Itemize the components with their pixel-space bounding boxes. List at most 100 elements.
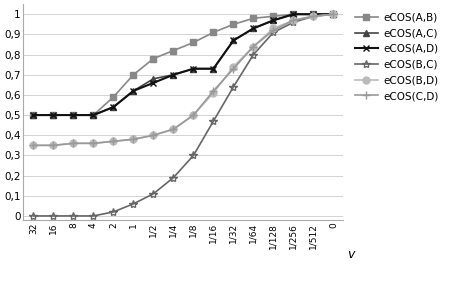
eCOS(C,D): [210, 89, 216, 92]
eCOS(A,D): [290, 13, 296, 16]
eCOS(B,C): [50, 214, 56, 218]
eCOS(A,D): [230, 39, 236, 42]
eCOS(B,C): [310, 15, 316, 18]
eCOS(C,D): [70, 142, 76, 145]
eCOS(B,D): [310, 15, 316, 18]
eCOS(A,C): [130, 89, 136, 92]
eCOS(A,B): [50, 113, 56, 117]
eCOS(B,D): [90, 142, 96, 145]
eCOS(C,D): [90, 142, 96, 145]
eCOS(A,B): [30, 113, 36, 117]
eCOS(A,C): [290, 13, 296, 16]
eCOS(A,B): [270, 15, 276, 18]
eCOS(B,C): [90, 214, 96, 218]
Line: eCOS(B,C): eCOS(B,C): [29, 10, 337, 220]
eCOS(C,D): [150, 134, 156, 137]
eCOS(A,C): [270, 19, 276, 22]
eCOS(B,C): [70, 214, 76, 218]
eCOS(A,D): [210, 67, 216, 70]
eCOS(B,D): [290, 19, 296, 22]
eCOS(A,C): [250, 27, 256, 30]
eCOS(A,B): [290, 13, 296, 16]
eCOS(C,D): [30, 144, 36, 147]
eCOS(C,D): [270, 29, 276, 32]
eCOS(A,D): [70, 113, 76, 117]
eCOS(A,B): [90, 113, 96, 117]
eCOS(C,D): [250, 45, 256, 48]
eCOS(A,B): [130, 73, 136, 76]
eCOS(A,D): [130, 89, 136, 92]
Line: eCOS(A,D): eCOS(A,D): [30, 11, 336, 118]
eCOS(A,B): [250, 17, 256, 20]
eCOS(B,C): [110, 210, 116, 213]
eCOS(A,C): [330, 13, 336, 16]
Line: eCOS(B,D): eCOS(B,D): [30, 11, 336, 149]
eCOS(C,D): [190, 113, 196, 117]
eCOS(A,C): [90, 113, 96, 117]
eCOS(A,B): [330, 13, 336, 16]
eCOS(B,D): [50, 144, 56, 147]
eCOS(A,D): [330, 13, 336, 16]
eCOS(A,C): [110, 105, 116, 109]
eCOS(A,D): [150, 81, 156, 85]
eCOS(A,C): [30, 113, 36, 117]
eCOS(A,D): [170, 73, 176, 76]
eCOS(B,D): [150, 134, 156, 137]
eCOS(A,B): [190, 41, 196, 44]
eCOS(B,D): [190, 113, 196, 117]
eCOS(B,D): [210, 91, 216, 94]
eCOS(B,C): [230, 85, 236, 89]
Line: eCOS(A,C): eCOS(A,C): [30, 11, 336, 118]
eCOS(C,D): [170, 127, 176, 131]
eCOS(A,D): [50, 113, 56, 117]
eCOS(A,B): [210, 31, 216, 34]
eCOS(B,C): [210, 120, 216, 123]
eCOS(B,D): [130, 138, 136, 141]
eCOS(B,C): [270, 31, 276, 34]
eCOS(B,C): [150, 192, 156, 195]
eCOS(C,D): [290, 19, 296, 22]
eCOS(A,D): [270, 19, 276, 22]
eCOS(A,B): [230, 23, 236, 26]
eCOS(A,C): [210, 67, 216, 70]
eCOS(B,D): [70, 142, 76, 145]
eCOS(A,B): [70, 113, 76, 117]
eCOS(C,D): [230, 67, 236, 70]
eCOS(A,C): [70, 113, 76, 117]
eCOS(A,D): [110, 105, 116, 109]
eCOS(B,D): [30, 144, 36, 147]
eCOS(A,B): [110, 95, 116, 99]
eCOS(A,B): [150, 57, 156, 60]
eCOS(B,C): [30, 214, 36, 218]
eCOS(C,D): [330, 13, 336, 16]
eCOS(A,C): [50, 113, 56, 117]
eCOS(A,D): [30, 113, 36, 117]
eCOS(C,D): [110, 140, 116, 143]
eCOS(A,D): [250, 27, 256, 30]
eCOS(C,D): [310, 15, 316, 18]
eCOS(B,C): [290, 21, 296, 24]
eCOS(A,B): [170, 49, 176, 52]
eCOS(B,D): [330, 13, 336, 16]
eCOS(A,C): [190, 67, 196, 70]
eCOS(B,C): [170, 176, 176, 179]
Line: eCOS(C,D): eCOS(C,D): [29, 10, 337, 149]
eCOS(A,C): [150, 77, 156, 80]
eCOS(A,D): [310, 13, 316, 16]
eCOS(C,D): [130, 138, 136, 141]
Legend: eCOS(A,B), eCOS(A,C), eCOS(A,D), eCOS(B,C), eCOS(B,D), eCOS(C,D): eCOS(A,B), eCOS(A,C), eCOS(A,D), eCOS(B,…: [351, 9, 441, 104]
eCOS(A,C): [170, 73, 176, 76]
eCOS(B,D): [170, 127, 176, 131]
eCOS(B,C): [330, 13, 336, 16]
Line: eCOS(A,B): eCOS(A,B): [30, 12, 336, 118]
Text: v: v: [347, 248, 354, 261]
eCOS(B,D): [230, 65, 236, 68]
eCOS(A,B): [310, 13, 316, 16]
eCOS(B,C): [250, 53, 256, 56]
eCOS(B,D): [250, 45, 256, 48]
eCOS(B,D): [270, 27, 276, 30]
eCOS(A,C): [230, 39, 236, 42]
eCOS(A,D): [90, 113, 96, 117]
eCOS(C,D): [50, 144, 56, 147]
eCOS(A,D): [190, 67, 196, 70]
